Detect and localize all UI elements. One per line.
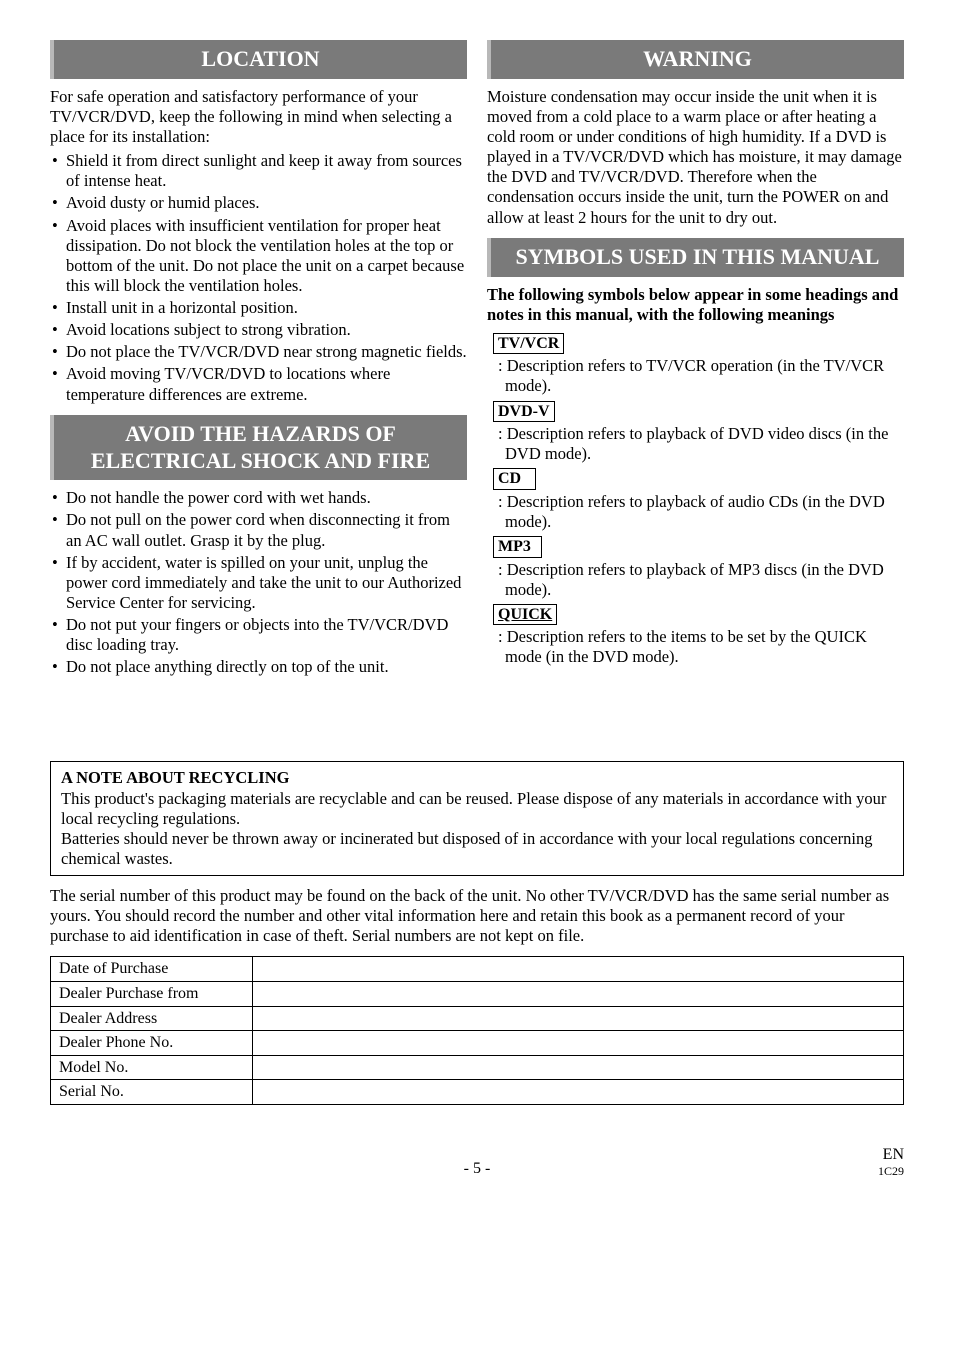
symbol-label-quick: QUICK [493,604,557,626]
record-value[interactable] [253,957,904,982]
list-item: Avoid places with insufficient ventilati… [50,216,467,297]
record-value[interactable] [253,1080,904,1105]
record-table: Date of Purchase Dealer Purchase from De… [50,956,904,1104]
hazards-list: Do not handle the power cord with wet ha… [50,488,467,677]
left-column: LOCATION For safe operation and satisfac… [50,40,467,681]
symbol-label-dvdv: DVD-V [493,401,555,423]
table-row: Model No. [51,1055,904,1080]
list-item: Avoid dusty or humid places. [50,193,467,213]
heading-hazards: AVOID THE HAZARDS OF ELECTRICAL SHOCK AN… [50,415,467,481]
symbol-label-cd: CD [493,468,536,490]
heading-hazards-line1: AVOID THE HAZARDS OF [58,421,463,448]
list-item: Do not pull on the power cord when disco… [50,510,467,550]
symbol-entry: MP3 : Description refers to playback of … [487,532,904,600]
record-value[interactable] [253,1055,904,1080]
symbol-desc: : Description refers to playback of audi… [487,492,904,532]
recycling-title: A NOTE ABOUT RECYCLING [61,768,893,788]
location-intro: For safe operation and satisfactory perf… [50,87,467,147]
heading-symbols: SYMBOLS USED IN THIS MANUAL [487,238,904,277]
serial-note: The serial number of this product may be… [50,886,904,946]
symbol-entry: CD : Description refers to playback of a… [487,464,904,532]
record-value[interactable] [253,1031,904,1056]
recycling-note-box: A NOTE ABOUT RECYCLING This product's pa… [50,761,904,876]
table-row: Dealer Purchase from [51,982,904,1007]
table-row: Serial No. [51,1080,904,1105]
record-label: Date of Purchase [51,957,253,982]
warning-body: Moisture condensation may occur inside t… [487,87,904,228]
record-label: Dealer Phone No. [51,1031,253,1056]
list-item: Shield it from direct sunlight and keep … [50,151,467,191]
table-row: Date of Purchase [51,957,904,982]
recycling-p1: This product's packaging materials are r… [61,789,893,829]
record-value[interactable] [253,982,904,1007]
list-item: If by accident, water is spilled on your… [50,553,467,613]
record-value[interactable] [253,1006,904,1031]
list-item: Do not place anything directly on top of… [50,657,467,677]
symbols-intro: The following symbols below appear in so… [487,285,904,325]
recycling-p2: Batteries should never be thrown away or… [61,829,893,869]
list-item: Avoid moving TV/VCR/DVD to locations whe… [50,364,467,404]
symbol-entry: DVD-V : Description refers to playback o… [487,397,904,465]
list-item: Do not put your fingers or objects into … [50,615,467,655]
footer-code: 1C29 [824,1164,904,1179]
symbol-label-tvvcr: TV/VCR [493,333,564,355]
footer-lang: EN [824,1145,904,1165]
list-item: Avoid locations subject to strong vibrat… [50,320,467,340]
heading-location: LOCATION [50,40,467,79]
right-column: WARNING Moisture condensation may occur … [487,40,904,681]
symbol-desc: : Description refers to the items to be … [487,627,904,667]
symbol-desc: : Description refers to TV/VCR operation… [487,356,904,396]
list-item: Do not place the TV/VCR/DVD near strong … [50,342,467,362]
heading-warning: WARNING [487,40,904,79]
symbol-label-mp3: MP3 [493,536,542,558]
table-row: Dealer Address [51,1006,904,1031]
symbol-entry: QUICK : Description refers to the items … [487,600,904,668]
table-row: Dealer Phone No. [51,1031,904,1056]
symbol-desc: : Description refers to playback of MP3 … [487,560,904,600]
page-footer: - 5 - EN 1C29 [50,1145,904,1179]
record-label: Dealer Address [51,1006,253,1031]
record-label: Serial No. [51,1080,253,1105]
symbol-entry: TV/VCR : Description refers to TV/VCR op… [487,329,904,397]
list-item: Do not handle the power cord with wet ha… [50,488,467,508]
symbol-desc: : Description refers to playback of DVD … [487,424,904,464]
record-label: Model No. [51,1055,253,1080]
list-item: Install unit in a horizontal position. [50,298,467,318]
location-list: Shield it from direct sunlight and keep … [50,151,467,405]
page-number: - 5 - [464,1159,491,1179]
record-label: Dealer Purchase from [51,982,253,1007]
heading-hazards-line2: ELECTRICAL SHOCK AND FIRE [58,448,463,475]
